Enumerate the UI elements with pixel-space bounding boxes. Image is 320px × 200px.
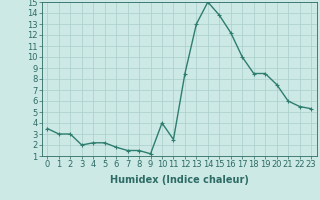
X-axis label: Humidex (Indice chaleur): Humidex (Indice chaleur): [110, 175, 249, 185]
